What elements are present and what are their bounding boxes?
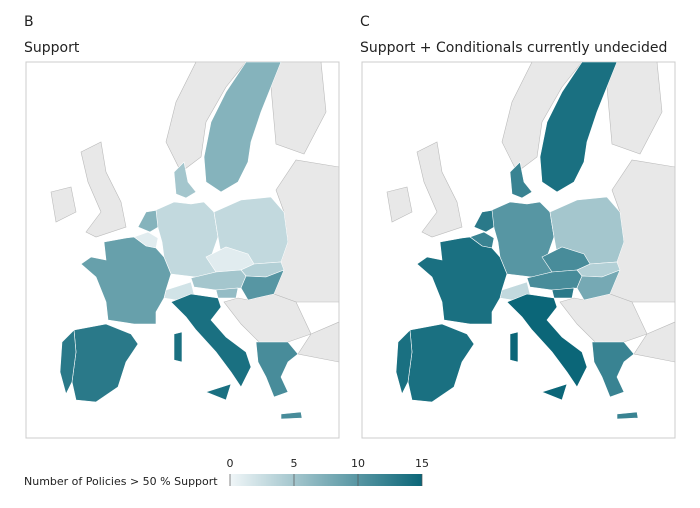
colorbar-tick-label: 0 <box>227 457 234 470</box>
country <box>591 341 639 420</box>
no-data-country <box>80 141 127 238</box>
panel-label: B <box>24 14 34 30</box>
country <box>576 269 621 301</box>
country <box>506 293 588 401</box>
no-data-country <box>297 321 339 363</box>
no-data-country <box>501 62 583 173</box>
country <box>551 287 575 299</box>
no-data-country <box>50 186 77 223</box>
colorbar-tick-label: 15 <box>415 457 429 470</box>
colorbar-tick-label: 5 <box>291 457 298 470</box>
panel-label: C <box>360 14 370 30</box>
country <box>509 161 533 199</box>
no-data-country <box>416 141 463 238</box>
no-data-country <box>386 186 413 223</box>
country <box>255 341 303 420</box>
country <box>395 329 413 395</box>
country <box>549 196 625 265</box>
colorbar <box>230 474 422 486</box>
country <box>59 329 77 395</box>
country <box>173 161 197 199</box>
map-land <box>386 62 675 420</box>
country <box>416 236 508 325</box>
country <box>170 293 252 401</box>
map <box>25 61 340 439</box>
no-data-country <box>165 62 247 173</box>
panel-title: Support + Conditionals currently undecid… <box>360 40 667 56</box>
country <box>539 62 618 193</box>
country <box>213 196 289 265</box>
no-data-country <box>633 321 675 363</box>
country <box>80 236 172 325</box>
country <box>203 62 282 193</box>
colorbar-tick-label: 10 <box>351 457 365 470</box>
country <box>240 269 285 301</box>
legend-title: Number of Policies > 50 % Support <box>24 475 218 488</box>
map <box>361 61 676 439</box>
map-land <box>50 62 339 420</box>
country <box>215 287 239 299</box>
panel-title: Support <box>24 40 80 56</box>
